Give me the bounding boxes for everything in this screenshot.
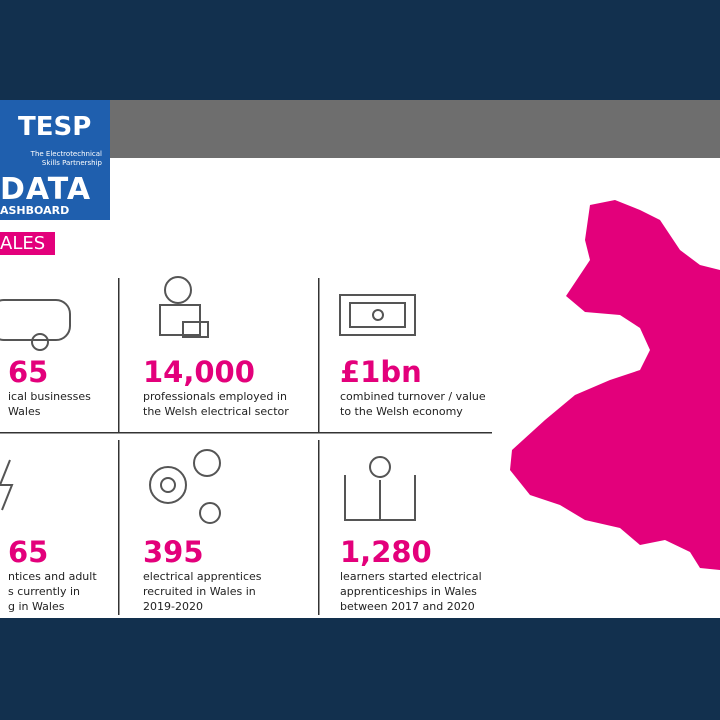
stat-value: 395 <box>143 535 204 569</box>
stat-text: recruited in Wales in <box>143 585 256 598</box>
stat: 1,280 learners started electrical apprenti… <box>340 535 530 614</box>
tagline: The Electrotechnical Skills Partnership <box>22 150 102 168</box>
tagline-line: The Electrotechnical <box>30 150 102 158</box>
stat: 395 electrical apprentices recruited in Wa… <box>143 535 333 614</box>
stat: 14,000 professionals employed in the Welsh… <box>143 355 333 419</box>
header-bar <box>105 100 720 158</box>
stat-text: g in Wales <box>8 600 65 613</box>
divider <box>318 440 320 615</box>
divider <box>0 432 492 434</box>
divider <box>118 440 120 615</box>
stat-text: apprenticeships in Wales <box>340 585 477 598</box>
region-label: ALES <box>0 232 55 255</box>
graphics <box>0 200 720 615</box>
brand: TESP <box>18 112 92 142</box>
stat-value: 1,280 <box>340 535 432 569</box>
stat-value: 14,000 <box>143 355 255 389</box>
stat-text: s currently in <box>8 585 80 598</box>
stat-value: 65 <box>8 535 49 569</box>
stat-text: to the Welsh economy <box>340 405 463 418</box>
stat-text: ntices and adult <box>8 570 97 583</box>
divider <box>118 278 120 433</box>
stat-text: electrical apprentices <box>143 570 262 583</box>
logo-title: DATA <box>0 172 92 207</box>
tagline-line: Skills Partnership <box>41 159 102 167</box>
card: TESP The Electrotechnical Skills Partners… <box>0 100 720 618</box>
stat-text: 2019-2020 <box>143 600 203 613</box>
stat-text: between 2017 and 2020 <box>340 600 475 613</box>
divider <box>318 278 320 433</box>
stat-text: combined turnover / value <box>340 390 486 403</box>
stat: 65 ical businesses Wales <box>8 355 198 419</box>
stat-value: 65 <box>8 355 49 389</box>
logo-subtitle: ASHBOARD <box>0 204 70 217</box>
stat-text: learners started electrical <box>340 570 482 583</box>
logo: TESP The Electrotechnical Skills Partners… <box>0 100 110 220</box>
icons <box>0 276 416 524</box>
stat-text: Wales <box>8 405 41 418</box>
stat-text: ical businesses <box>8 390 91 403</box>
stat: £1bn combined turnover / value to the Wels… <box>340 355 530 419</box>
stat-value: £1bn <box>340 355 422 389</box>
wales-map <box>510 200 720 570</box>
stat-text: the Welsh electrical sector <box>143 405 289 418</box>
stat-text: professionals employed in <box>143 390 287 403</box>
stat: 65 ntices and adult s currently in g in Wal… <box>8 535 198 614</box>
